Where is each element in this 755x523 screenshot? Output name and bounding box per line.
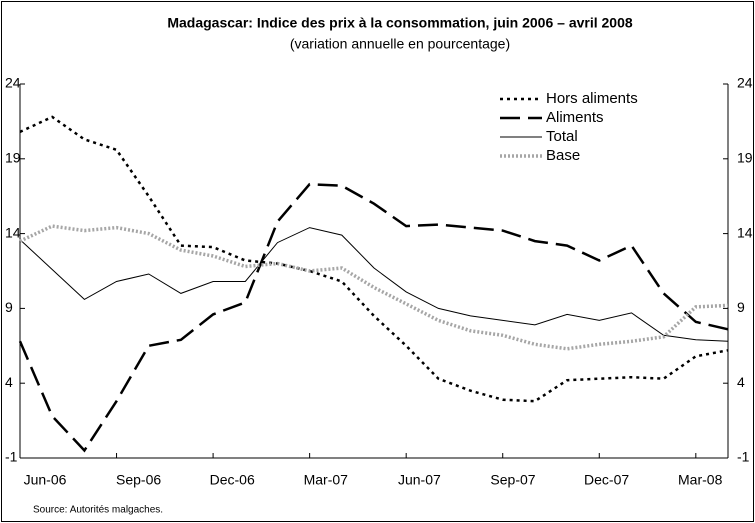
legend-label: Aliments [546,109,604,126]
y-tick-label: 4 [5,374,13,390]
x-tick-label: Mar-08 [678,472,723,488]
y2-tick-label: 19 [737,150,753,166]
x-tick-label: Sep-07 [490,472,535,488]
y-tick-label: -1 [5,449,18,465]
x-tick-label: Jun-06 [24,472,67,488]
source: Source: Autorités malgaches. [33,505,163,516]
y2-tick-label: 4 [737,374,745,390]
x-tick-label: Dec-06 [210,472,255,488]
y-tick-label: 24 [5,75,21,91]
y2-tick-label: 9 [737,299,745,315]
y-tick-label: 14 [5,224,21,240]
series-line [18,182,729,453]
y-tick-label: 19 [5,150,21,166]
y-tick-label: 9 [5,299,13,315]
legend-label: Base [546,147,580,164]
chart-title: Madagascar: Indice des prix à la consomm… [167,15,633,31]
legend-label: Hors aliments [546,90,638,107]
y2-tick-label: 14 [737,224,753,240]
y2-tick-label: 24 [737,75,753,91]
y2-tick-label: -1 [737,449,750,465]
legend-label: Total [546,128,578,145]
x-tick-label: Jun-07 [398,472,441,488]
x-tick-label: Dec-07 [584,472,629,488]
series-line [19,115,729,403]
chart-subtitle: (variation annuelle en pourcentage) [290,36,510,52]
series-line [19,224,729,351]
x-tick-label: Mar-07 [304,472,349,488]
x-tick-label: Sep-06 [116,472,161,488]
series-line [19,227,729,342]
